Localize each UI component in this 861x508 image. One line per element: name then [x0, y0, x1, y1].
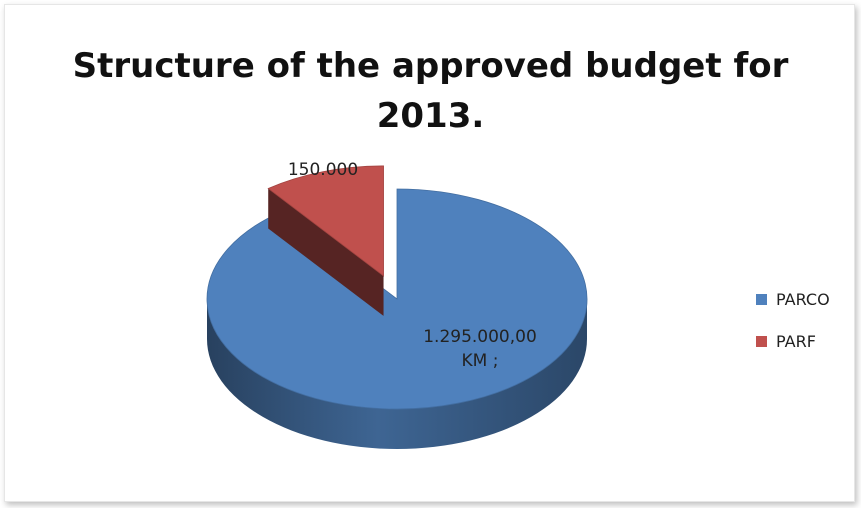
chart-title-line-1: Structure of the approved budget for — [72, 46, 789, 86]
data-label-parf-line-1: 150.000 — [287, 160, 359, 180]
pie-top-parco — [206, 188, 588, 410]
data-label-parco-line-2: KM ; — [461, 351, 499, 371]
legend-swatch-parco — [756, 293, 767, 305]
chart-title-line-2: 2013. — [376, 96, 485, 136]
legend-item-parco: PARCO — [756, 289, 830, 309]
legend-label-parco: PARCO — [776, 289, 830, 309]
pie-wall-parf-0 — [268, 188, 384, 316]
legend-label-parf: PARF — [776, 331, 816, 351]
pie-top-parf — [267, 165, 384, 277]
data-label-parco: 1.295.000,00 KM ; — [405, 327, 555, 371]
pie-side-parco-0 — [207, 299, 587, 449]
pie-slice-parf — [267, 165, 384, 316]
data-label-parco-line-1: 1.295.000,00 — [423, 327, 537, 347]
data-label-parf: 150.000 — [268, 160, 378, 180]
pie-slice-parco — [206, 188, 588, 449]
legend-item-parf: PARF — [756, 331, 816, 351]
legend-swatch-parf — [756, 335, 767, 347]
